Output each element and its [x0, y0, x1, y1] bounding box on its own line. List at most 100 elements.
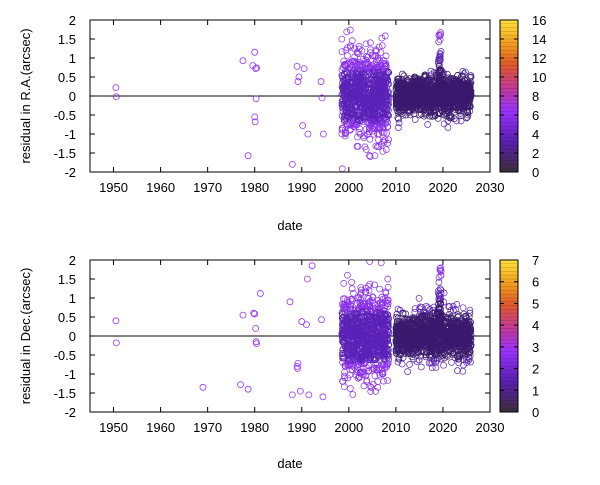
- data-point: [350, 58, 357, 66]
- x-tick-label: 2030: [476, 180, 505, 195]
- y-axis-label: residual in Dec.(arcsec): [18, 268, 33, 405]
- data-point: [360, 382, 368, 390]
- data-point: [377, 319, 385, 327]
- data-point: [410, 315, 418, 323]
- data-point: [367, 39, 374, 47]
- data-point: [366, 93, 373, 101]
- data-point: [434, 57, 442, 65]
- data-point: [351, 364, 358, 371]
- data-point: [354, 116, 362, 124]
- data-point: [341, 128, 349, 136]
- data-point: [351, 96, 358, 103]
- data-point: [363, 68, 371, 76]
- data-point: [354, 133, 361, 141]
- data-point: [378, 34, 386, 42]
- data-point: [362, 146, 370, 153]
- data-point: [384, 68, 392, 76]
- data-point: [394, 103, 402, 111]
- data-point: [348, 285, 356, 292]
- data-point: [446, 83, 454, 90]
- data-point: [368, 103, 376, 111]
- data-point: [372, 359, 379, 367]
- data-point: [392, 313, 400, 321]
- data-point: [366, 324, 374, 332]
- data-point: [414, 87, 422, 95]
- data-point: [440, 361, 447, 369]
- x-axis-label: date: [277, 218, 302, 233]
- data-point: [463, 113, 471, 121]
- data-point: [467, 358, 474, 366]
- data-point: [339, 76, 347, 84]
- y-tick-label: 1: [69, 291, 76, 306]
- data-point: [415, 294, 423, 302]
- data-point: [445, 340, 453, 348]
- data-point: [451, 76, 459, 84]
- data-point: [378, 128, 386, 136]
- data-point: [430, 106, 437, 114]
- data-point: [359, 308, 367, 316]
- data-point: [394, 305, 402, 313]
- data-point: [433, 91, 441, 99]
- data-point: [394, 358, 402, 366]
- data-point: [370, 299, 377, 307]
- data-point: [464, 109, 472, 117]
- data-point: [430, 339, 437, 346]
- data-point: [343, 343, 351, 350]
- colorbar-tick-label: 0: [532, 405, 539, 420]
- data-point: [437, 267, 445, 275]
- data-point: [384, 360, 391, 368]
- data-point: [342, 129, 350, 137]
- data-point: [436, 36, 444, 44]
- data-point: [252, 324, 260, 332]
- data-point: [237, 381, 244, 389]
- colorbar-tick-label: 0: [532, 165, 539, 180]
- data-point: [444, 124, 452, 131]
- data-point: [428, 364, 436, 372]
- data-point: [447, 333, 455, 340]
- data-point: [338, 309, 346, 317]
- data-point: [436, 56, 443, 64]
- data-point: [402, 324, 409, 332]
- data-point: [360, 303, 367, 310]
- data-point: [347, 43, 354, 51]
- data-point: [465, 327, 473, 335]
- y-axis-label: residual in R.A.(arcsec): [18, 28, 33, 163]
- data-point: [399, 310, 407, 318]
- data-point: [395, 119, 403, 127]
- y-tick-label: -0.5: [54, 348, 76, 363]
- data-point: [453, 352, 461, 359]
- data-point: [351, 102, 359, 110]
- data-point: [256, 290, 264, 297]
- data-point: [379, 124, 387, 132]
- data-point: [357, 289, 365, 297]
- data-point: [346, 125, 354, 133]
- data-point: [411, 308, 419, 316]
- data-point: [244, 385, 252, 393]
- y-tick-label: 1: [69, 51, 76, 66]
- data-point: [356, 298, 364, 306]
- data-point: [411, 337, 419, 345]
- data-point: [367, 49, 374, 56]
- data-point: [413, 358, 421, 365]
- data-point: [382, 118, 390, 126]
- data-point: [384, 90, 392, 97]
- data-point: [343, 296, 351, 304]
- data-point: [342, 115, 350, 123]
- data-point: [384, 77, 392, 85]
- data-point: [367, 67, 374, 75]
- data-point: [358, 356, 366, 363]
- data-point: [406, 361, 413, 368]
- data-point: [399, 354, 407, 361]
- data-point: [377, 49, 385, 56]
- data-point: [412, 335, 419, 343]
- data-point: [374, 143, 381, 150]
- data-point: [463, 356, 470, 363]
- data-point: [366, 260, 374, 265]
- y-tick-label: -2: [64, 405, 76, 420]
- data-point: [348, 37, 356, 45]
- data-point: [394, 80, 402, 88]
- x-tick-label: 2000: [334, 180, 363, 195]
- data-point: [367, 388, 375, 395]
- data-point: [402, 310, 409, 318]
